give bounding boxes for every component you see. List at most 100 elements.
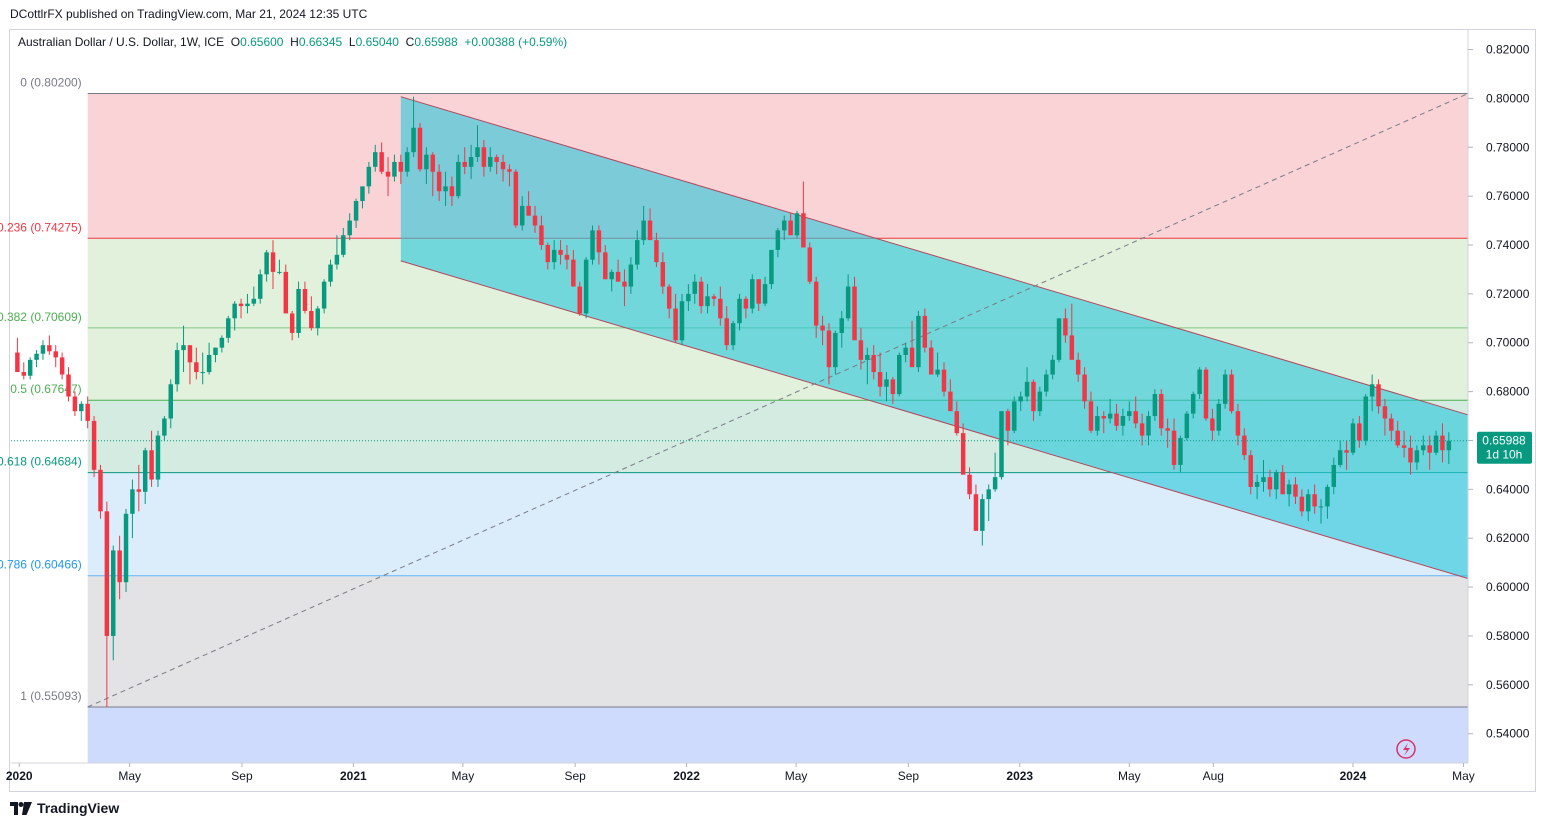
candle (1146, 411, 1151, 446)
candle (1440, 423, 1445, 463)
candle (213, 347, 218, 363)
candle (488, 147, 493, 172)
candle-body (27, 359, 33, 376)
candle-body (1107, 413, 1113, 419)
channel-fill (400, 96, 1468, 579)
candle (666, 284, 672, 319)
fib-level-label-0.382: 0.382 (0.70609) (0, 310, 82, 324)
fib-level-label-0.618: 0.618 (0.64684) (0, 455, 82, 469)
tradingview-logo-icon (10, 801, 32, 815)
candle (1382, 398, 1388, 436)
candle-body (507, 169, 512, 172)
candle (500, 154, 506, 182)
candle (366, 161, 372, 194)
candle-body (571, 259, 576, 287)
chart-frame (9, 29, 1536, 792)
candle (142, 447, 148, 505)
price-tick-label: 0.54000 (1486, 727, 1530, 741)
candle-body (954, 411, 960, 434)
candle-body (865, 354, 870, 360)
candle (27, 357, 33, 380)
candle (468, 144, 474, 180)
candle (181, 325, 186, 373)
candle (104, 501, 110, 708)
candle (309, 296, 314, 331)
lightning-icon[interactable] (1396, 739, 1416, 759)
candle-body (1018, 396, 1023, 402)
candle-body (456, 161, 461, 197)
candle-body (500, 161, 506, 170)
candle-body (15, 352, 20, 373)
candle (385, 157, 391, 197)
candle-body (884, 379, 889, 387)
candle (992, 452, 998, 492)
candle-body (769, 249, 774, 285)
candle (954, 401, 960, 436)
candle (264, 249, 269, 282)
candle-body (941, 369, 947, 392)
candle (398, 154, 404, 184)
candle-body (264, 252, 269, 275)
candle (1216, 398, 1222, 436)
candle (1350, 418, 1356, 456)
candle (66, 367, 71, 402)
candle (718, 286, 723, 326)
candle-body (379, 152, 384, 172)
price-tick-label: 0.60000 (1486, 580, 1530, 594)
candle (91, 416, 97, 478)
candle-body (673, 308, 678, 341)
candle-body (232, 303, 237, 319)
candle (539, 215, 544, 250)
candle (839, 310, 844, 348)
candle-body (826, 330, 832, 368)
candle-body (1184, 413, 1190, 439)
candle-body (1056, 318, 1062, 360)
candle-body (730, 323, 736, 346)
candle-body (475, 147, 480, 158)
candle (807, 242, 813, 285)
candle-body (705, 296, 710, 307)
candle-body (1210, 418, 1215, 431)
candle-body (1082, 374, 1087, 402)
candle-body (1357, 423, 1362, 441)
candle (481, 139, 487, 177)
candle (1197, 367, 1202, 399)
candle-body (334, 254, 340, 265)
close-value: 0.65988 (414, 35, 458, 49)
candle (852, 276, 857, 341)
candle-body (737, 298, 742, 324)
candle-body (1101, 416, 1106, 419)
candle (456, 154, 461, 199)
candle (443, 171, 448, 206)
candle-body (366, 166, 372, 187)
price-axis: 0.82000 0.80000 0.78000 0.76000 0.74000 0.720… (1467, 30, 1530, 763)
candle-body (430, 154, 435, 172)
candle (219, 335, 225, 353)
candle (647, 208, 653, 241)
candle-body (187, 345, 193, 363)
candle (341, 227, 346, 258)
channel-upper-line (400, 96, 1469, 416)
candle-body (609, 271, 614, 280)
tradingview-logo[interactable]: TradingView (10, 800, 119, 816)
candle-body (1114, 413, 1119, 426)
candle (737, 293, 742, 331)
candle (1286, 479, 1292, 507)
candle (877, 352, 883, 397)
candle-body (666, 286, 672, 309)
candle-body (142, 450, 148, 492)
candle-body (903, 347, 908, 355)
candle (1018, 391, 1023, 412)
candle-body (590, 230, 595, 260)
candle (1344, 440, 1349, 470)
candle (1127, 401, 1132, 421)
candle-body (1127, 411, 1132, 417)
candle (475, 125, 480, 162)
fib-level-label-0.786: 0.786 (0.60466) (0, 558, 82, 572)
candle (1401, 430, 1407, 458)
candle (111, 545, 116, 661)
candle (705, 284, 710, 314)
price-tick-label: 0.64000 (1486, 482, 1530, 496)
candle-body (858, 340, 864, 360)
